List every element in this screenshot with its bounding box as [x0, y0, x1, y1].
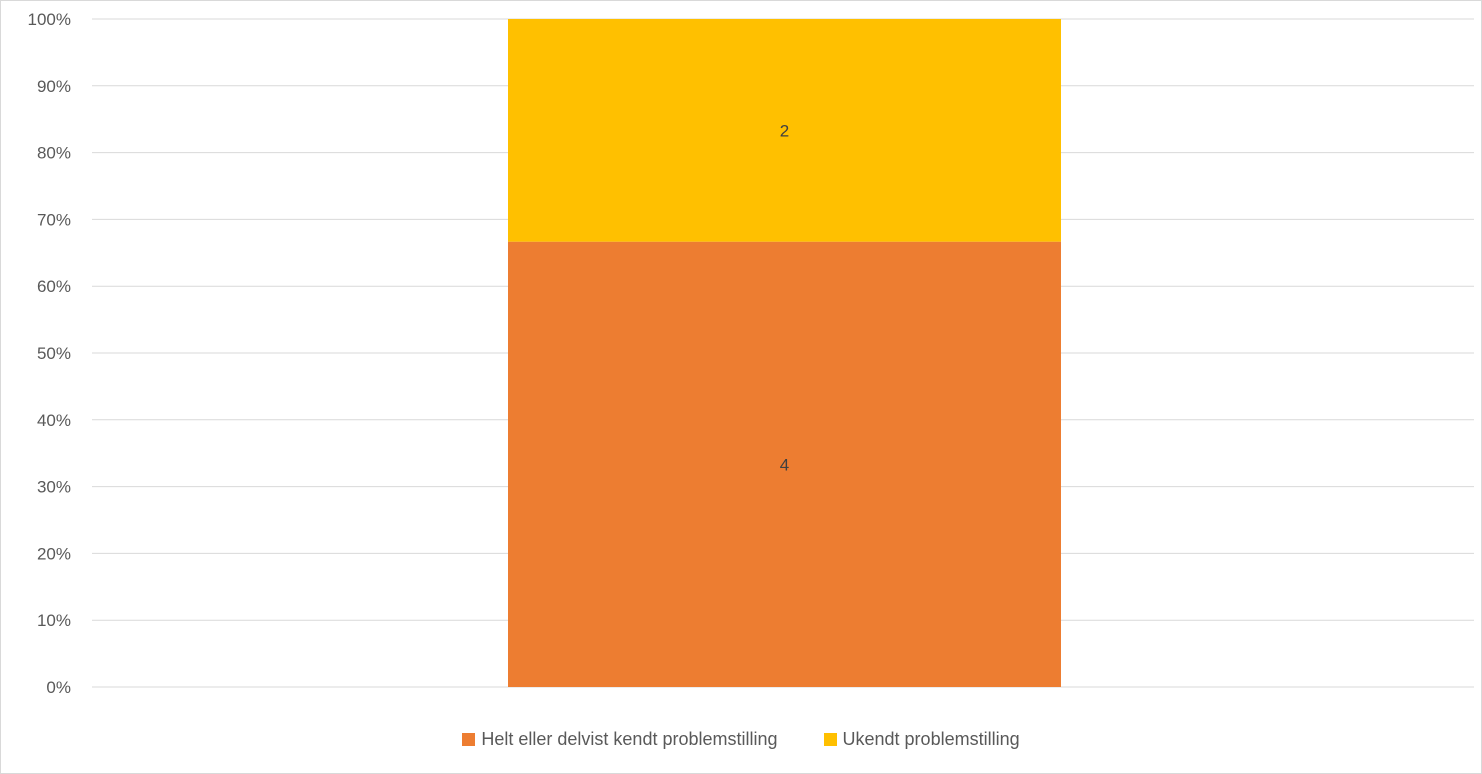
y-axis-ticks: 0% 10% 20% 30% 40% 50% 60% 70% 80% 90% 100%: [28, 10, 71, 697]
y-tick-label: 0%: [46, 678, 71, 697]
y-tick-label: 100%: [28, 10, 71, 29]
legend-item-known: Helt eller delvist kendt problemstilling: [462, 729, 778, 750]
bars: [508, 19, 1061, 687]
legend-label-known: Helt eller delvist kendt problemstilling: [481, 729, 778, 749]
data-label-unknown: 2: [780, 121, 789, 140]
y-tick-label: 20%: [37, 544, 71, 563]
y-tick-label: 40%: [37, 411, 71, 430]
data-labels: 42: [780, 121, 789, 474]
data-label-known: 4: [780, 455, 789, 474]
y-tick-label: 10%: [37, 611, 71, 630]
stacked-bar-chart: 0%10%20%30%40%50%60%70%80%90%100% 42: [28, 10, 1474, 697]
legend: Helt eller delvist kendt problemstilling…: [1, 729, 1481, 750]
legend-swatch-known: [462, 733, 476, 746]
y-tick-label: 50%: [37, 344, 71, 363]
y-tick-label: 80%: [37, 144, 71, 163]
y-tick-label: 70%: [37, 210, 71, 229]
legend-swatch-unknown: [823, 733, 837, 746]
y-tick-label: 60%: [37, 277, 71, 296]
bar-segment-known: [508, 241, 1061, 687]
bar-segment-unknown: [508, 19, 1061, 242]
y-tick-label: 90%: [37, 77, 71, 96]
legend-label-unknown: Ukendt problemstilling: [842, 729, 1020, 749]
legend-item-unknown: Ukendt problemstilling: [823, 729, 1020, 750]
y-tick-label: 30%: [37, 478, 71, 497]
